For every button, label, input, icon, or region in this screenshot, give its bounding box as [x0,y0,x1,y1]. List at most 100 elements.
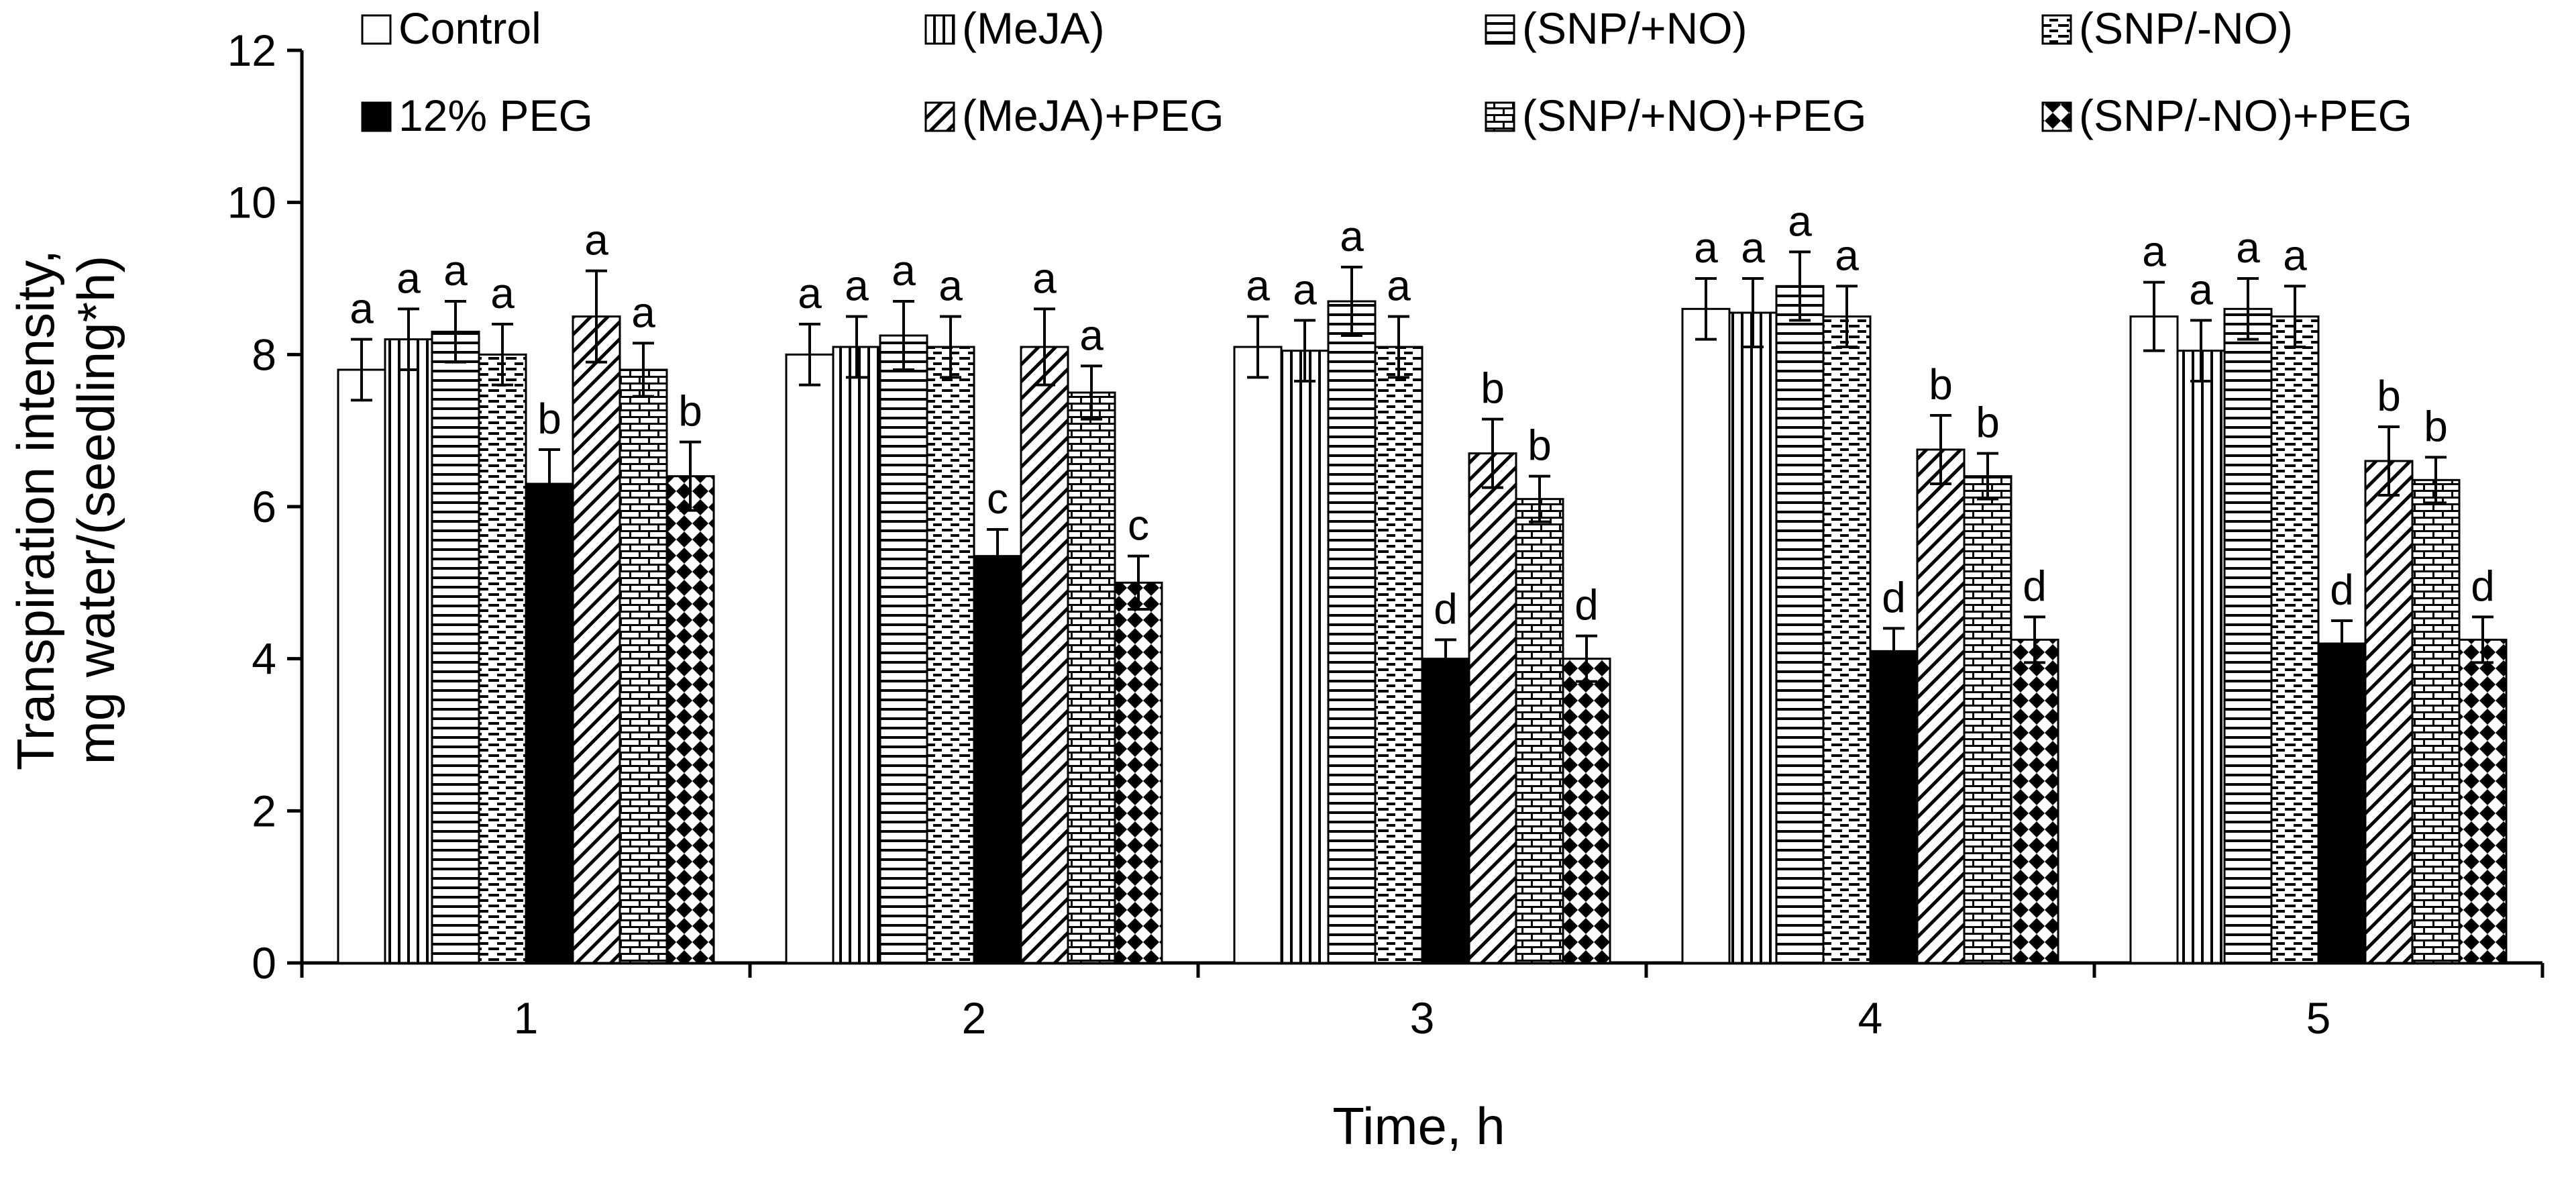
y-axis-title-line2: mg water/(seedling*h) [66,256,125,765]
significance-label: a [1079,311,1104,359]
x-axis-title: Time, h [1332,1096,1505,1156]
significance-label: a [1788,197,1812,245]
significance-label: d [1434,584,1458,633]
significance-label: a [1387,262,1411,310]
significance-label: a [631,288,655,336]
significance-label: a [443,246,468,295]
significance-label: a [1340,212,1364,260]
significance-label: b [1527,421,1552,470]
bar [2010,638,2059,964]
bar [1233,346,1283,964]
bar [384,338,433,964]
y-tick-label: 4 [252,634,276,684]
significance-label: d [2330,566,2354,614]
bar [2176,350,2226,964]
bars-group [337,285,2508,964]
bar [1515,498,1564,964]
bar [832,346,881,964]
bar [1374,346,1424,964]
bar [1869,650,1919,964]
x-tick-label: 3 [1410,993,1435,1043]
y-tick-label: 12 [227,25,276,75]
significance-label: d [1882,573,1906,621]
significance-label: b [2377,372,2401,420]
bar [1775,285,1825,964]
bar [1421,658,1470,964]
legend-label: (MeJA)+PEG [962,91,1224,140]
significance-label: a [2142,227,2166,276]
y-tick-label: 10 [227,178,276,227]
significance-label: a [1246,262,1270,310]
significance-label: a [1835,231,1859,279]
x-tick-label: 1 [514,993,539,1043]
bar [525,482,574,964]
significance-label: b [1976,399,2000,447]
significance-label: c [987,474,1008,523]
y-tick-label: 8 [252,329,276,379]
significance-label: d [2023,562,2047,610]
significance-label: a [2283,231,2307,279]
x-tick-label: 2 [962,993,987,1043]
bar [1468,452,1517,964]
legend-swatch [1485,14,1515,45]
legend-label: (SNP/+NO)+PEG [1522,91,1866,140]
significance-label: a [1741,223,1765,272]
bar [665,475,715,964]
bar [2317,642,2367,964]
significance-label: a [1293,265,1317,313]
bar [2129,315,2179,964]
significance-label: a [798,269,822,317]
legend-label: 12% PEG [398,91,593,140]
significance-label: b [1481,364,1505,413]
significance-label: b [537,395,561,443]
bar [1114,581,1163,964]
bar [1020,346,1069,964]
significance-label: d [2471,562,2495,610]
legend-swatch [1485,101,1515,132]
legend-swatch [361,14,392,45]
bar [1822,315,1872,964]
significance-label: c [1128,501,1149,550]
bar [2223,307,2273,964]
significance-label: b [678,387,702,436]
significance-label: d [1574,581,1599,629]
legend-label: (MeJA) [962,3,1105,53]
bar [879,334,928,964]
bar [478,353,527,964]
legend-label: (SNP/+NO) [1522,3,1748,53]
bar [431,330,480,964]
significance-label: a [2236,223,2260,272]
bar [1280,350,1330,964]
bar [1728,311,1778,964]
bar [1562,658,1611,964]
significance-label: a [1032,254,1057,302]
bar [973,555,1022,964]
significance-label: a [938,262,963,310]
bar [2458,638,2508,964]
bar [1916,448,1966,964]
significance-label: a [845,262,869,310]
bar [785,353,835,964]
y-axis-title-line1: Transpiration intensity, [6,250,65,770]
legend-label: (SNP/-NO) [2079,3,2293,53]
bar [1963,475,2012,964]
legend-label: Control [398,3,541,53]
legend-swatch [924,101,955,132]
significance-label: b [1929,360,1953,409]
bar [2411,478,2461,964]
x-tick-label: 5 [2306,993,2331,1043]
bar [337,368,386,964]
bar [619,368,668,964]
bar [926,346,975,964]
bar [572,315,621,964]
legend: Control (MeJA) (SNP/+NO) (SNP/-NO) 12% PEG (M… [361,3,2412,140]
legend-swatch [2041,14,2072,45]
bar [1327,300,1377,964]
significance-label: a [396,254,421,302]
significance-label: a [892,246,916,295]
significance-label: b [2424,402,2448,450]
legend-swatch [361,101,392,132]
